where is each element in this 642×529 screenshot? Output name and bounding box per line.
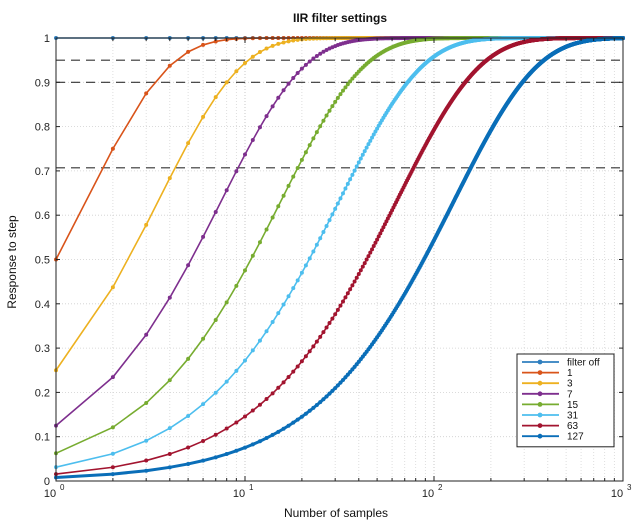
series-point (110, 375, 115, 380)
y-axis-label: Response to step (5, 215, 19, 309)
series-point (270, 43, 275, 48)
series-point (167, 176, 172, 181)
series-point (213, 95, 218, 100)
series-point (224, 80, 229, 85)
series-point (186, 141, 191, 146)
series-point (318, 124, 323, 129)
series-point (264, 227, 269, 232)
series-point (110, 285, 115, 290)
series-point (327, 108, 332, 113)
series-point (295, 37, 300, 42)
series-point (338, 92, 343, 97)
series-point (307, 59, 312, 64)
series-point (270, 215, 275, 220)
series-point (303, 150, 308, 155)
series-point (286, 183, 291, 188)
series-point (335, 95, 340, 100)
series-point (276, 204, 281, 209)
series-point (186, 49, 191, 54)
series-point (213, 317, 218, 322)
series-point (303, 62, 308, 67)
series-point (110, 425, 115, 430)
series-point (167, 295, 172, 300)
series-point (144, 401, 149, 406)
series-point (144, 332, 149, 337)
series-point (201, 234, 206, 239)
series-point (243, 268, 247, 273)
series-point (186, 356, 191, 361)
series-point (257, 50, 262, 55)
series-point (167, 378, 172, 383)
series-point (291, 174, 296, 179)
series-point (234, 69, 239, 74)
series-point (276, 95, 281, 100)
series-point (250, 137, 255, 142)
series-point (311, 56, 316, 61)
series-point (299, 66, 304, 71)
series-point (314, 53, 319, 58)
series-point (250, 253, 255, 258)
series-point (144, 91, 149, 96)
series-point (307, 36, 312, 41)
series-point (257, 240, 262, 245)
series-point (311, 136, 316, 141)
series-point (330, 104, 335, 109)
series-point (243, 60, 247, 65)
series-point (281, 88, 286, 93)
series-point (110, 146, 115, 151)
series-point (324, 113, 329, 118)
series-point (291, 38, 296, 43)
series-point (307, 143, 312, 148)
series-point (201, 42, 206, 47)
series-point (341, 88, 345, 93)
chart-title: IIR filter settings (293, 11, 387, 25)
series-point (167, 63, 172, 68)
series-point (264, 114, 269, 119)
series-point (291, 76, 296, 81)
series-point (224, 188, 229, 193)
series-point (270, 104, 275, 109)
series-point (314, 130, 319, 135)
series-point (250, 54, 255, 59)
series-point (264, 46, 269, 51)
series-point (333, 99, 338, 104)
x-axis-label: Number of samples (284, 506, 388, 520)
series-point (144, 222, 149, 227)
series-point (286, 39, 291, 44)
series-point (299, 157, 304, 162)
series-point (276, 41, 281, 46)
series-point (201, 114, 206, 119)
series-point (286, 81, 291, 86)
series-point (234, 169, 239, 174)
series-point (311, 36, 316, 41)
series-point (186, 263, 191, 268)
series-point (213, 39, 218, 44)
series-point (257, 125, 262, 130)
series-point (201, 336, 206, 341)
series-point (234, 283, 239, 288)
series-point (213, 209, 218, 214)
series-point (243, 152, 247, 157)
series-point (224, 300, 229, 305)
series-point (281, 40, 286, 45)
series-point (295, 71, 300, 76)
series-point (295, 165, 300, 170)
series-point (281, 193, 286, 198)
series-point (321, 118, 326, 123)
